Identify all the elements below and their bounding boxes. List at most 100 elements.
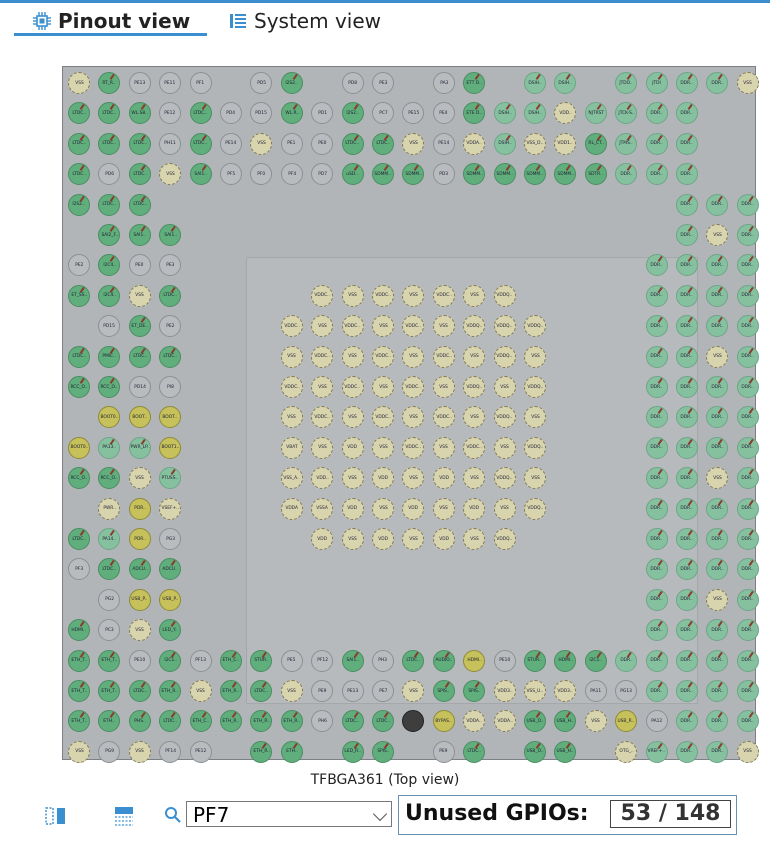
pin-bottom-3-7[interactable]: ETH.. [280, 740, 303, 763]
pin-top-2-17[interactable]: RL_CT.. [584, 132, 607, 155]
pin-bottom-0-16[interactable]: HDMI.. [554, 649, 577, 672]
pin-right-3-3[interactable]: DDR.. [736, 284, 759, 307]
pin-bottom-3-21[interactable]: DDR.. [706, 740, 729, 763]
pin-center-1-8[interactable]: VDDQ.. [524, 315, 546, 338]
pin-top-3-18[interactable]: DDR.. [615, 163, 638, 186]
pin-top-3-3[interactable]: VSS [159, 163, 182, 186]
pin-center-0-6[interactable]: VDDQ.. [493, 284, 516, 307]
pin-right-11-3[interactable]: DDR.. [736, 528, 759, 550]
pin-top-2-16[interactable]: VDD1.. [554, 132, 577, 155]
pin-bottom-1-15[interactable]: VSS_U.. [524, 680, 546, 702]
pin-left-8-0[interactable]: BOOT0.. [68, 436, 90, 459]
pin-top-3-10[interactable]: SDMM.. [372, 163, 394, 186]
pin-top-1-14[interactable]: DSIH.. [493, 102, 516, 125]
pin-left-6-0[interactable]: RCC_O.. [68, 376, 90, 398]
pin-right-11-1[interactable]: DDR.. [676, 528, 698, 550]
pin-right-2-3[interactable]: DDR.. [736, 254, 759, 277]
pin-bottom-2-7[interactable]: ETH_R.. [280, 710, 303, 733]
pin-top-0-0[interactable]: VSS [68, 72, 90, 94]
pin-center-8-6[interactable]: VDDQ.. [493, 528, 516, 550]
pin-top-0-3[interactable]: PE11 [159, 72, 182, 94]
pin-bottom-1-5[interactable]: ETH_R.. [220, 680, 242, 702]
pin-bottom-2-1[interactable]: ETH.. [98, 710, 121, 733]
pin-left-4-3[interactable]: PE2 [159, 315, 182, 338]
pin-center-7-5[interactable]: VSS [432, 497, 455, 520]
pin-top-1-10[interactable]: PC7 [372, 102, 394, 125]
pin-bottom-0-1[interactable]: ETH_T.. [98, 649, 121, 672]
pin-left-7-1[interactable]: BOOT0.. [98, 406, 121, 429]
pin-top-2-5[interactable]: PE14 [220, 132, 242, 155]
pin-left-0-2[interactable]: LTDC.. [128, 193, 151, 216]
pin-bottom-0-0[interactable]: ETH_T.. [68, 649, 90, 672]
pin-center-3-4[interactable]: VDDC.. [402, 376, 425, 398]
pin-top-0-16[interactable]: DSIH.. [554, 72, 577, 94]
pin-right-11-0[interactable]: DDR.. [645, 528, 668, 550]
pin-right-6-1[interactable]: DDR.. [676, 376, 698, 398]
pin-left-5-2[interactable]: LTDC.. [128, 345, 151, 368]
pin-top-1-20[interactable]: DDR.. [676, 102, 698, 125]
pin-bottom-3-10[interactable]: SPIS.. [372, 740, 394, 763]
pin-bottom-3-1[interactable]: PG9 [98, 740, 121, 763]
pin-left-11-1[interactable]: PA14.. [98, 528, 121, 550]
pin-center-5-5[interactable]: VSS [432, 436, 455, 459]
pin-top-1-13[interactable]: ETE D.. [463, 102, 486, 125]
pin-top-2-15[interactable]: VSS_D.. [524, 132, 546, 155]
pin-center-1-4[interactable]: VDDC.. [402, 315, 425, 338]
pin-top-1-15[interactable]: DSIH.. [524, 102, 546, 125]
pin-left-9-3[interactable]: PTUSS.. [159, 467, 182, 490]
pin-right-9-0[interactable]: DDR.. [645, 467, 668, 490]
pin-center-4-7[interactable]: VDDQ.. [493, 406, 516, 429]
pin-bottom-1-14[interactable]: VDD3.. [493, 680, 516, 702]
pin-center-6-4[interactable]: VSS [402, 467, 425, 490]
pin-top-2-2[interactable]: LTDC.. [128, 132, 151, 155]
pin-top-3-13[interactable]: SDMM.. [463, 163, 486, 186]
pin-top-3-1[interactable]: PD6 [98, 163, 121, 186]
pin-right-7-3[interactable]: DDR.. [736, 406, 759, 429]
pin-top-3-15[interactable]: SDMM.. [524, 163, 546, 186]
pin-left-2-3[interactable]: PE3 [159, 254, 182, 277]
pin-left-4-2[interactable]: ET_DE.. [128, 315, 151, 338]
pin-top-0-1[interactable]: RT_R.. [98, 72, 121, 94]
pin-bottom-2-21[interactable]: DDR.. [706, 710, 729, 733]
pin-bottom-0-11[interactable]: LTDC.. [402, 649, 425, 672]
pin-center-2-6[interactable]: VSS [463, 345, 486, 368]
pin-top-0-6[interactable]: PD5 [250, 72, 273, 94]
pin-top-0-10[interactable]: PE3 [372, 72, 394, 94]
pin-right-12-1[interactable]: DDR.. [676, 558, 698, 581]
pin-top-3-4[interactable]: SAI1.. [189, 163, 212, 186]
pin-right-9-1[interactable]: DDR.. [676, 467, 698, 490]
pin-right-10-3[interactable]: DDR.. [736, 497, 759, 520]
pin-center-2-8[interactable]: VSS [524, 345, 546, 368]
pin-bottom-0-6[interactable]: STUR.. [250, 649, 273, 672]
pin-top-2-3[interactable]: PH11 [159, 132, 182, 155]
pin-right-6-0[interactable]: DDR.. [645, 376, 668, 398]
pin-bottom-1-8[interactable]: PE9 [311, 680, 334, 702]
pin-right-12-0[interactable]: DDR.. [645, 558, 668, 581]
pin-top-3-20[interactable]: DDR.. [676, 163, 698, 186]
pin-right-7-2[interactable]: DDR.. [706, 406, 729, 429]
split-view-icon[interactable] [44, 805, 68, 827]
pin-bottom-0-13[interactable]: HDMI.. [463, 649, 486, 672]
pin-center-4-1[interactable]: VDDC.. [311, 406, 334, 429]
pin-bottom-0-14[interactable]: PE10 [493, 649, 516, 672]
pin-bottom-1-1[interactable]: ETH_T.. [98, 680, 121, 702]
pin-center-5-1[interactable]: VSS [311, 436, 334, 459]
pin-top-2-8[interactable]: PE0 [311, 132, 334, 155]
pin-bottom-1-17[interactable]: PA11 [584, 680, 607, 702]
pin-bottom-0-20[interactable]: DDR.. [676, 649, 698, 672]
pin-bottom-1-3[interactable]: ETH_R.. [159, 680, 182, 702]
pin-left-14-2[interactable]: VSS [128, 619, 151, 642]
pin-left-3-0[interactable]: ET_SS.. [68, 284, 90, 307]
pin-right-12-3[interactable]: DDR.. [736, 558, 759, 581]
pin-right-8-2[interactable]: DDR.. [706, 436, 729, 459]
pin-center-4-5[interactable]: VDDC.. [432, 406, 455, 429]
pin-right-5-1[interactable]: DDR.. [676, 345, 698, 368]
pin-center-2-2[interactable]: VSS [341, 345, 364, 368]
pin-center-3-8[interactable]: VDDQ.. [524, 376, 546, 398]
pin-right-2-0[interactable]: DDR.. [645, 254, 668, 277]
pin-bottom-1-7[interactable]: VSS [280, 680, 303, 702]
pin-right-13-3[interactable]: DDR.. [736, 588, 759, 611]
pin-right-5-3[interactable]: DDR.. [736, 345, 759, 368]
pin-center-1-0[interactable]: VDDC.. [280, 315, 303, 338]
pin-bottom-2-22[interactable]: DDR.. [736, 710, 759, 733]
